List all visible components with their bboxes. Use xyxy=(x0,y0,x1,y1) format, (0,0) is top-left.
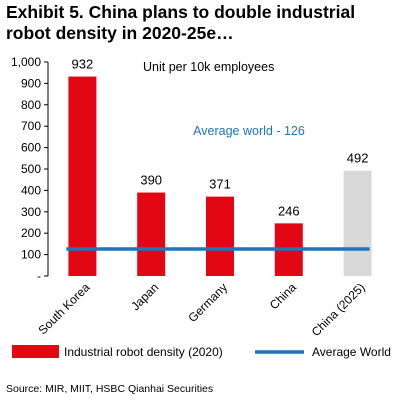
data-label: 492 xyxy=(347,151,369,166)
y-tick-label: 800 xyxy=(21,98,41,112)
unit-annotation: Unit per 10k employees xyxy=(143,60,274,74)
bar xyxy=(206,196,234,276)
data-labels: 932 390 371 246 492 xyxy=(72,57,369,219)
y-tick-label: 500 xyxy=(21,162,41,176)
legend-swatch-bar xyxy=(12,345,59,358)
y-tick-label: 600 xyxy=(21,141,41,155)
chart-title-line-2: robot density in 2020-25e… xyxy=(6,23,234,43)
y-tick-label: 700 xyxy=(21,119,41,133)
x-tick-label: South Korea xyxy=(35,280,92,337)
x-tick-label: China xyxy=(267,280,299,312)
data-label: 390 xyxy=(140,173,162,188)
legend-label-line: Average World xyxy=(312,345,391,359)
data-label: 246 xyxy=(278,203,300,218)
x-tick-label: Japan xyxy=(128,280,161,313)
bar xyxy=(137,192,166,276)
legend-label-bar: Industrial robot density (2020) xyxy=(64,345,223,359)
y-axis: - 100 200 300 400 500 600 700 800 900 1,000 xyxy=(11,55,49,283)
y-tick-label: 100 xyxy=(21,248,41,262)
bar xyxy=(68,76,97,276)
chart-title-line-1: Exhibit 5. China plans to double industr… xyxy=(6,2,356,22)
average-world-annotation: Average world - 126 xyxy=(193,124,305,138)
y-tick-label: 300 xyxy=(21,205,41,219)
y-tick-label: 200 xyxy=(21,226,41,240)
y-tick-label: - xyxy=(37,269,41,283)
bar xyxy=(343,170,372,276)
data-label: 932 xyxy=(72,57,94,72)
x-axis-tick-labels: South Korea Japan Germany China China (2025) xyxy=(35,280,367,339)
y-tick-label: 900 xyxy=(21,76,41,90)
data-label: 371 xyxy=(209,177,231,192)
chart-title: Exhibit 5. China plans to double industr… xyxy=(6,2,396,44)
source-note: Source: MIR, MIIT, HSBC Qianhai Securiti… xyxy=(6,383,214,395)
y-tick-label: 1,000 xyxy=(11,55,41,69)
x-tick-label: Germany xyxy=(185,280,230,325)
bars xyxy=(68,76,372,276)
x-tick-label: China (2025) xyxy=(309,280,368,339)
legend: Industrial robot density (2020) Average W… xyxy=(12,345,391,359)
annotations: Unit per 10k employees Average world - 12… xyxy=(143,60,305,138)
y-tick-label: 400 xyxy=(21,183,41,197)
